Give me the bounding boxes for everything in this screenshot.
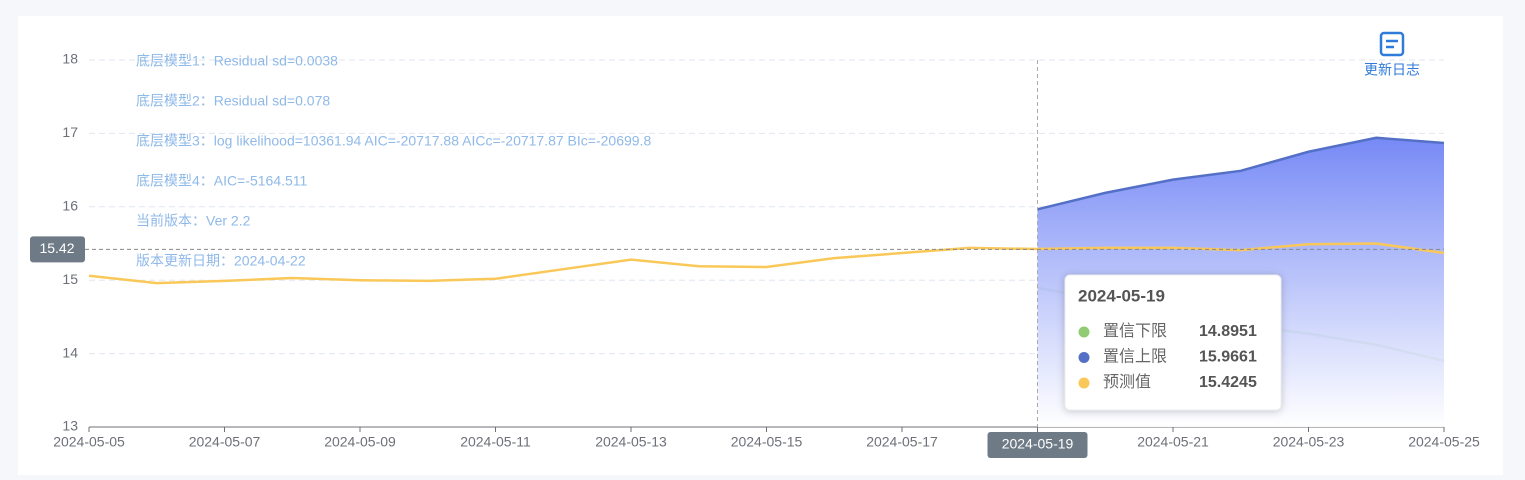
log-icon bbox=[1379, 31, 1405, 57]
tooltip-title: 2024-05-19 bbox=[1078, 286, 1165, 305]
tooltip-value: 14.8951 bbox=[1199, 323, 1257, 340]
tooltip-dot bbox=[1078, 326, 1090, 338]
y-tick-label: 13 bbox=[62, 418, 78, 434]
tooltip-value: 15.9661 bbox=[1199, 349, 1257, 366]
x-tick-label: 2024-05-09 bbox=[324, 434, 396, 450]
x-tick-label: 2024-05-21 bbox=[1137, 434, 1209, 450]
x-tick-label: 2024-05-11 bbox=[460, 434, 531, 450]
y-tick-label: 17 bbox=[62, 124, 78, 140]
tooltip-name: 置信下限 bbox=[1103, 322, 1167, 340]
tooltip-box bbox=[1064, 274, 1282, 411]
x-tick-label: 2024-05-05 bbox=[53, 434, 125, 450]
line bbox=[1037, 136, 1445, 211]
y-tick-label: 14 bbox=[62, 344, 78, 360]
update-log-button[interactable]: 更新日志 bbox=[1364, 31, 1420, 78]
y-tick-label: 18 bbox=[62, 51, 78, 67]
annotation: 底层模型1：Residual sd=0.0038 bbox=[136, 53, 338, 69]
x-tick-label: 2024-05-07 bbox=[189, 434, 261, 450]
x-tick-label: 2024-05-25 bbox=[1408, 434, 1480, 450]
x-tick-label: 2024-05-23 bbox=[1273, 434, 1345, 450]
tooltip-dot bbox=[1078, 352, 1090, 363]
tooltip-dot bbox=[1078, 377, 1090, 389]
log-label: 更新日志 bbox=[1364, 62, 1420, 78]
tooltip-value: 15.4245 bbox=[1199, 374, 1257, 391]
crosshair-y-box bbox=[30, 236, 85, 263]
annotation: 底层模型4：AIC=-5164.511 bbox=[136, 173, 308, 189]
annotation: 底层模型2：Residual sd=0.078 bbox=[136, 93, 330, 109]
annotation: 版本更新日期：2024-04-22 bbox=[136, 253, 306, 269]
crosshair-x-box bbox=[987, 432, 1088, 458]
x-tick-label: 2024-05-17 bbox=[866, 434, 938, 450]
tooltip: 2024-05-19 置信下限 14.8951 置信上限 15.9661 预测值 15.42… bbox=[1064, 274, 1282, 411]
line bbox=[88, 242, 1445, 285]
x-tick-label: 2024-05-13 bbox=[595, 434, 667, 450]
y-tick-label: 15 bbox=[62, 271, 78, 287]
tooltip-name: 置信上限 bbox=[1103, 348, 1167, 366]
annotation: 底层模型3：log likelihood=10361.94 AIC=-20717… bbox=[136, 133, 651, 149]
crosshair-y-label: 15.42 bbox=[39, 240, 74, 256]
y-tick-label: 16 bbox=[62, 198, 78, 214]
annotation: 当前版本：Ver 2.2 bbox=[136, 213, 251, 229]
tooltip-name: 预测值 bbox=[1103, 373, 1151, 391]
x-tick-label: 2024-05-15 bbox=[731, 434, 803, 450]
crosshair-x-label: 2024-05-19 bbox=[1002, 436, 1074, 452]
